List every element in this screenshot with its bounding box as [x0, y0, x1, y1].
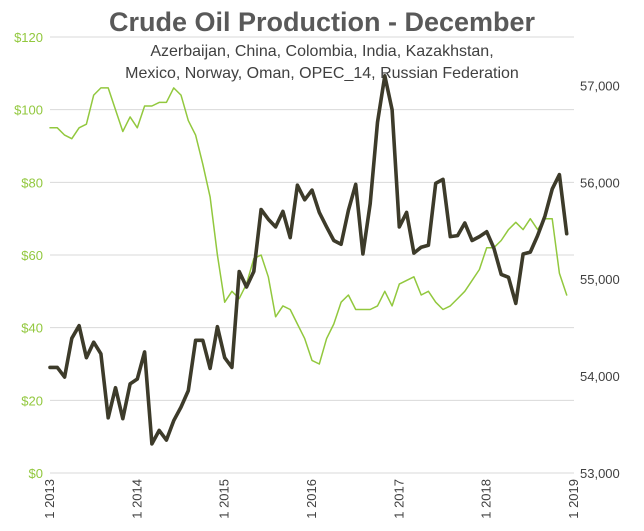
- y-left-tick-label: $40: [21, 321, 43, 336]
- chart-subtitle-line-1: Azerbaijan, China, Colombia, India, Kaza…: [150, 43, 493, 60]
- x-tick-label: 1 2017: [391, 479, 406, 519]
- x-tick-label: 1 2015: [217, 479, 232, 519]
- y-left-tick-label: $100: [14, 103, 43, 118]
- gridlines: [50, 36, 574, 474]
- y-right-tick-label: 56,000: [580, 175, 620, 190]
- y-left-tick-label: $60: [21, 248, 43, 263]
- y-right-tick-label: 57,000: [580, 78, 620, 93]
- y-left-tick-label: $120: [14, 30, 43, 45]
- series-line-production: [48, 74, 569, 446]
- series-line-price: [49, 87, 568, 365]
- chart-title: Crude Oil Production - December: [109, 7, 536, 37]
- y-axis-right: 53,000 54,000 55,000 56,000 57,000: [580, 78, 620, 481]
- x-tick-label: 1 2016: [304, 479, 319, 519]
- y-left-tick-label: $0: [29, 466, 43, 481]
- y-right-tick-label: 54,000: [580, 369, 620, 384]
- chart-subtitle-line-2: Mexico, Norway, Oman, OPEC_14, Russian F…: [125, 65, 519, 82]
- y-left-tick-label: $80: [21, 175, 43, 190]
- x-tick-label: 1 2019: [566, 479, 581, 519]
- y-axis-left: $0 $20 $40 $60 $80 $100 $120: [14, 30, 43, 481]
- x-tick-label: 1 2013: [42, 479, 57, 519]
- x-tick-label: 1 2014: [129, 479, 144, 519]
- y-left-tick-label: $20: [21, 393, 43, 408]
- y-right-tick-label: 55,000: [580, 272, 620, 287]
- y-right-tick-label: 53,000: [580, 466, 620, 481]
- x-tick-label: 1 2018: [479, 479, 494, 519]
- series-group: [48, 74, 569, 446]
- x-axis: 1 2013 1 2014 1 2015 1 2016 1 2017 1 2018 1 20…: [42, 479, 581, 519]
